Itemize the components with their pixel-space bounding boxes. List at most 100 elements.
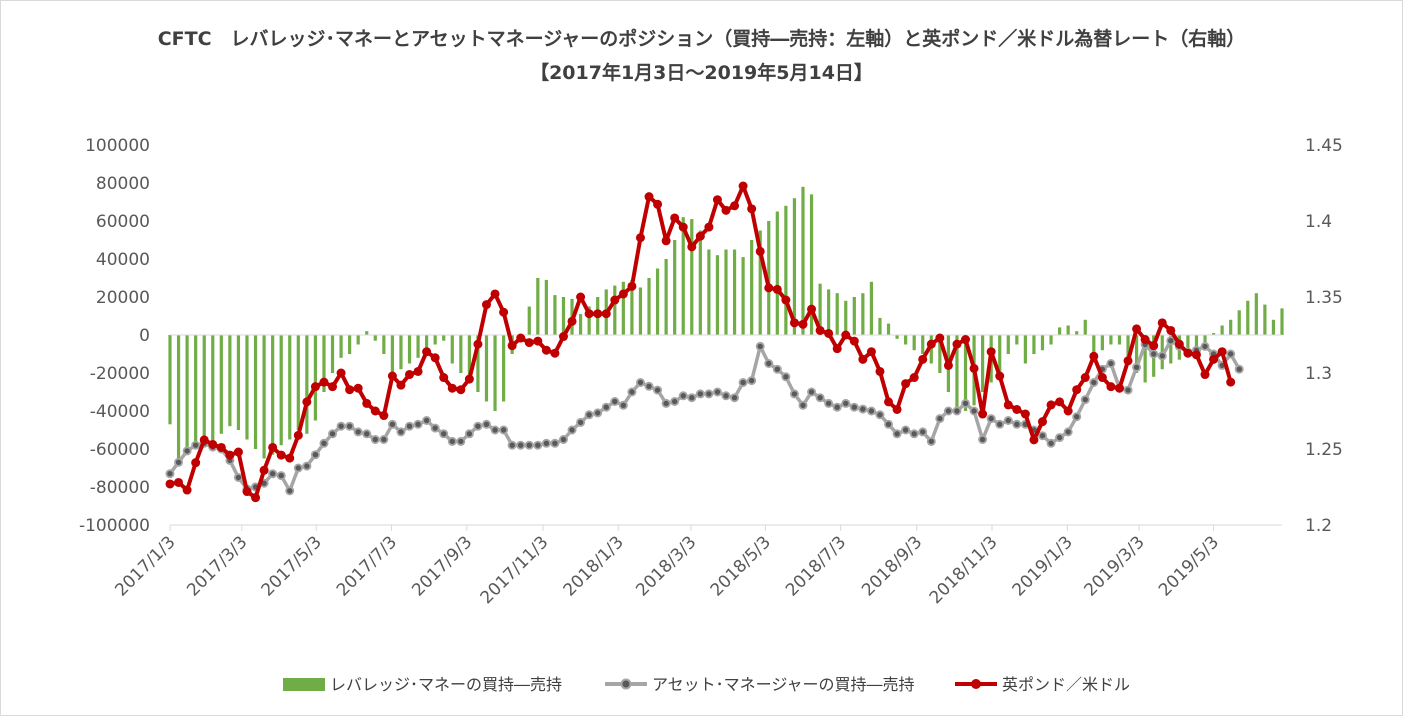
gbp-point	[533, 336, 543, 346]
bar-mark	[365, 331, 369, 335]
gbp-point	[841, 330, 851, 340]
axes	[169, 334, 1282, 531]
gbp-point	[319, 377, 329, 387]
gbp-point	[1097, 373, 1107, 383]
am-point	[405, 421, 415, 431]
am-point	[678, 391, 688, 401]
am-point	[1037, 431, 1047, 441]
bar-mark	[621, 281, 625, 335]
am-point	[695, 389, 705, 399]
am-point	[661, 398, 671, 408]
gbp-point	[644, 192, 654, 202]
gbp-point	[370, 406, 380, 416]
bar-mark	[296, 335, 300, 430]
bar-mark	[211, 335, 215, 444]
bar-mark	[168, 335, 172, 425]
gbp-point	[1089, 351, 1099, 361]
am-point	[430, 423, 440, 433]
am-point	[1157, 351, 1167, 361]
bar-mark	[450, 335, 454, 364]
bar-mark	[587, 306, 591, 335]
gbp-point	[1012, 404, 1022, 414]
am-point	[635, 377, 645, 387]
gbp-point	[866, 347, 876, 357]
am-point	[1200, 341, 1210, 351]
gbp-point	[524, 338, 534, 348]
am-point	[550, 438, 560, 448]
gbp-point	[892, 404, 902, 414]
gbp-point	[678, 222, 688, 232]
x-tick-label: 2018/3/3	[632, 532, 700, 600]
x-tick-label: 2017/7/3	[333, 532, 401, 600]
gbp-point	[353, 383, 363, 393]
bar-mark	[271, 335, 275, 455]
gbp-point	[464, 374, 474, 384]
gbp-point	[601, 309, 611, 319]
gbp-point	[430, 353, 440, 363]
gbp-point	[653, 199, 663, 209]
gbp-point	[387, 371, 397, 381]
bar-mark	[1237, 310, 1241, 335]
gbp-point	[969, 363, 979, 373]
x-tick-label: 2018/5/3	[707, 532, 775, 600]
am-point	[490, 425, 500, 435]
bar-mark	[1220, 325, 1224, 335]
y-left-tick-label: -60000	[90, 440, 150, 460]
am-point	[995, 419, 1005, 429]
legend-gbp-marker	[971, 679, 981, 689]
gbp-point	[216, 442, 226, 452]
gbp-point	[413, 366, 423, 376]
am-point	[644, 381, 654, 391]
gbp-point	[961, 335, 971, 345]
am-point	[481, 419, 491, 429]
am-point	[627, 387, 637, 397]
y-left-tick-label: 100000	[85, 136, 150, 156]
bar-mark	[869, 281, 874, 335]
bar-mark	[1246, 300, 1250, 335]
bar-mark	[339, 335, 343, 358]
am-point	[858, 404, 868, 414]
gbp-point	[1157, 318, 1167, 328]
bar-mark	[1280, 308, 1284, 335]
bar-mark	[202, 335, 206, 440]
y-right-tick-label: 1.35	[1305, 288, 1343, 308]
gbp-point	[473, 339, 483, 349]
y-right-tick-label: 1.3	[1305, 364, 1332, 384]
bar-mark	[613, 285, 617, 335]
bar-mark	[1083, 319, 1087, 335]
am-point	[755, 341, 765, 351]
gbp-point	[1209, 354, 1219, 364]
gbp-point	[1149, 341, 1159, 351]
bar-mark	[673, 240, 677, 335]
bar-mark	[784, 205, 788, 335]
gbp-point	[772, 284, 782, 294]
x-tick-label: 2017/3/3	[183, 532, 251, 600]
am-point	[576, 417, 586, 427]
am-point	[533, 440, 543, 450]
gbp-point	[610, 295, 620, 305]
bar-mark	[698, 230, 702, 335]
am-point	[892, 429, 902, 439]
gbp-point	[807, 304, 817, 314]
bar-mark	[536, 278, 540, 335]
bar-mark	[1229, 319, 1233, 335]
bar-mark	[895, 335, 899, 339]
bar-mark	[467, 335, 471, 383]
bar-series	[168, 186, 1284, 459]
am-point	[1106, 358, 1116, 368]
bar-mark	[459, 335, 463, 373]
gbp-point	[986, 347, 996, 357]
gbp-point	[447, 383, 457, 393]
am-point	[747, 376, 757, 386]
am-point	[345, 421, 355, 431]
gbp-point	[268, 442, 278, 452]
gbp-point	[550, 348, 560, 358]
gbp-point	[627, 281, 637, 291]
y-right-tick-label: 1.45	[1305, 136, 1343, 156]
gbp-point	[918, 354, 928, 364]
gbp-point	[1191, 350, 1201, 360]
am-point	[387, 419, 397, 429]
x-tick-label: 2017/1/3	[111, 532, 179, 600]
gbp-point	[293, 430, 303, 440]
